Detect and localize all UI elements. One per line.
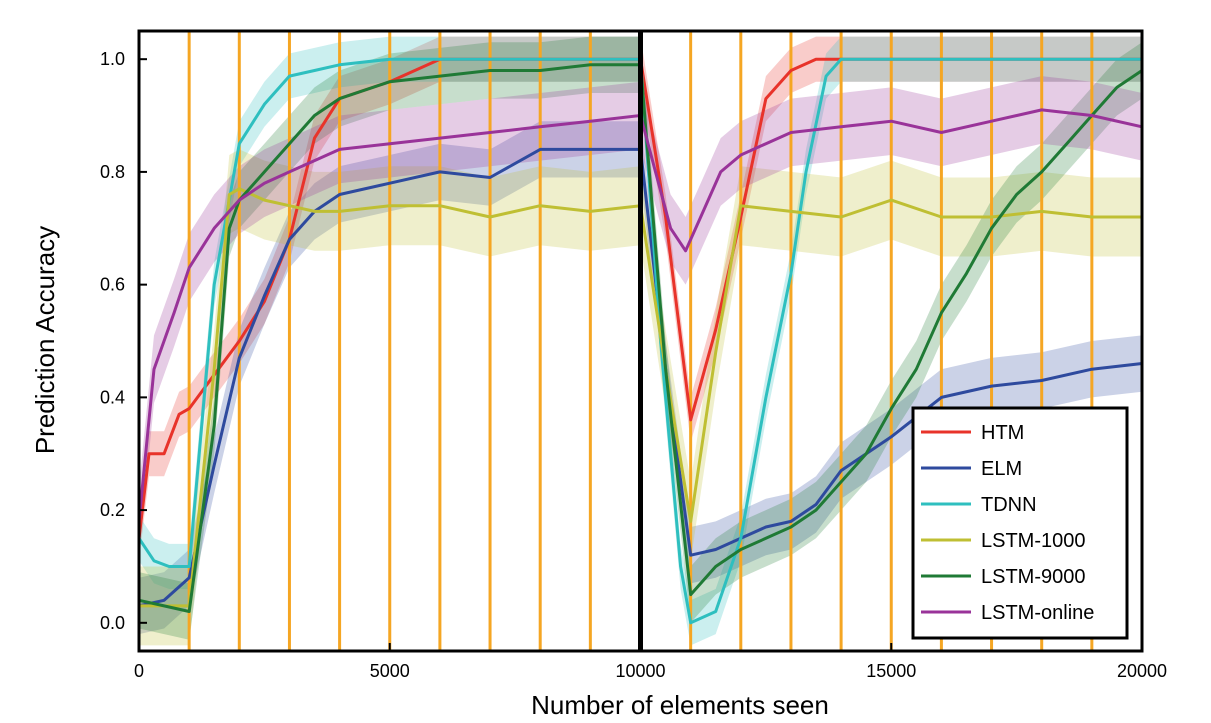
legend-label-elm: ELM xyxy=(981,458,1022,480)
x-tick-label: 20000 xyxy=(1117,661,1167,681)
legend-label-lstm-online: LSTM-online xyxy=(981,602,1094,624)
x-axis-title: Number of elements seen xyxy=(531,690,829,720)
legend-label-lstm-9000: LSTM-9000 xyxy=(981,566,1086,588)
series-line-lstm-1000 xyxy=(139,187,1142,608)
legend-box xyxy=(911,406,1129,640)
x-tick-label: 5000 xyxy=(370,661,410,681)
series-line-lstm-9000 xyxy=(138,63,1143,613)
x-tick-label: 0 xyxy=(134,661,144,681)
y-tick-label: 0.8 xyxy=(100,162,125,182)
x-tick-label: 10000 xyxy=(615,661,665,681)
y-tick-label: 0.6 xyxy=(100,275,125,295)
y-tick-label: 0.2 xyxy=(100,500,125,520)
x-axis-ticks: 0 5000 10000 15000 20000 xyxy=(134,643,1167,681)
y-axis-ticks: 0.0 0.2 0.4 0.6 0.8 1.0 xyxy=(100,49,147,633)
y-axis-title: Prediction Accuracy xyxy=(30,226,60,454)
y-tick-label: 0.0 xyxy=(100,613,125,633)
legend: HTM ELM TDNN LSTM-1000 LSTM-9000 LSTM-online xyxy=(911,406,1129,640)
legend-label-htm: HTM xyxy=(981,422,1024,444)
y-tick-label: 1.0 xyxy=(100,49,125,69)
x-tick-label: 15000 xyxy=(866,661,916,681)
legend-label-tdnn: TDNN xyxy=(981,494,1037,516)
legend-label-lstm-1000: LSTM-1000 xyxy=(981,530,1086,552)
y-tick-label: 0.4 xyxy=(100,387,125,407)
